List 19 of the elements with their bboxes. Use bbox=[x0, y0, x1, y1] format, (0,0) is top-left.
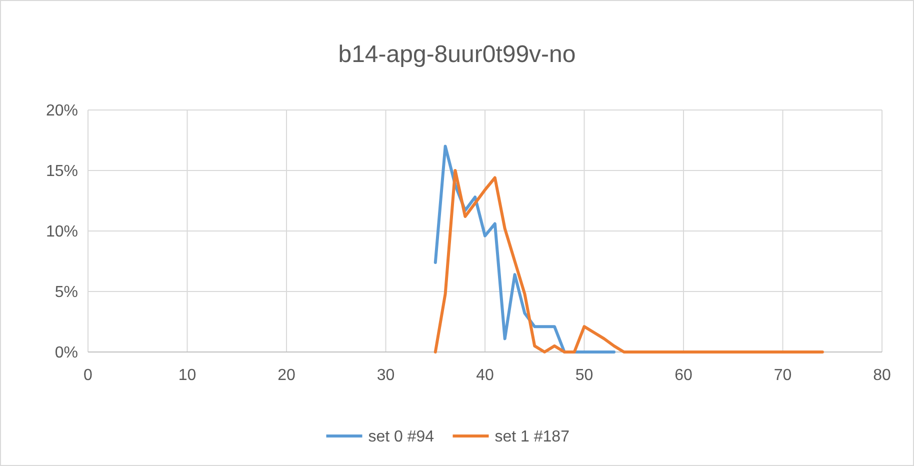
y-tick-label: 15% bbox=[46, 163, 78, 180]
y-tick-label: 20% bbox=[46, 102, 78, 120]
legend-label: set 0 #94 bbox=[368, 428, 434, 446]
chart-title: b14-apg-8uur0t99v-no bbox=[338, 41, 576, 68]
x-tick-label: 10 bbox=[178, 367, 196, 384]
x-tick-label: 40 bbox=[476, 367, 494, 384]
x-tick-label: 80 bbox=[873, 367, 891, 384]
x-tick-label: 20 bbox=[278, 367, 296, 384]
line-series bbox=[434, 144, 616, 354]
line-series bbox=[434, 169, 824, 354]
y-tick-label: 0% bbox=[54, 344, 78, 362]
x-tick-label: 70 bbox=[774, 367, 792, 384]
x-tick-label: 30 bbox=[376, 367, 395, 384]
y-tick-label: 5% bbox=[54, 284, 78, 302]
legend-label: set 1 #187 bbox=[494, 428, 570, 446]
x-tick-label: 50 bbox=[575, 367, 594, 384]
x-tick-label: 0 bbox=[84, 367, 93, 384]
x-tick-label: 60 bbox=[674, 367, 692, 384]
y-tick-label: 10% bbox=[46, 224, 78, 241]
